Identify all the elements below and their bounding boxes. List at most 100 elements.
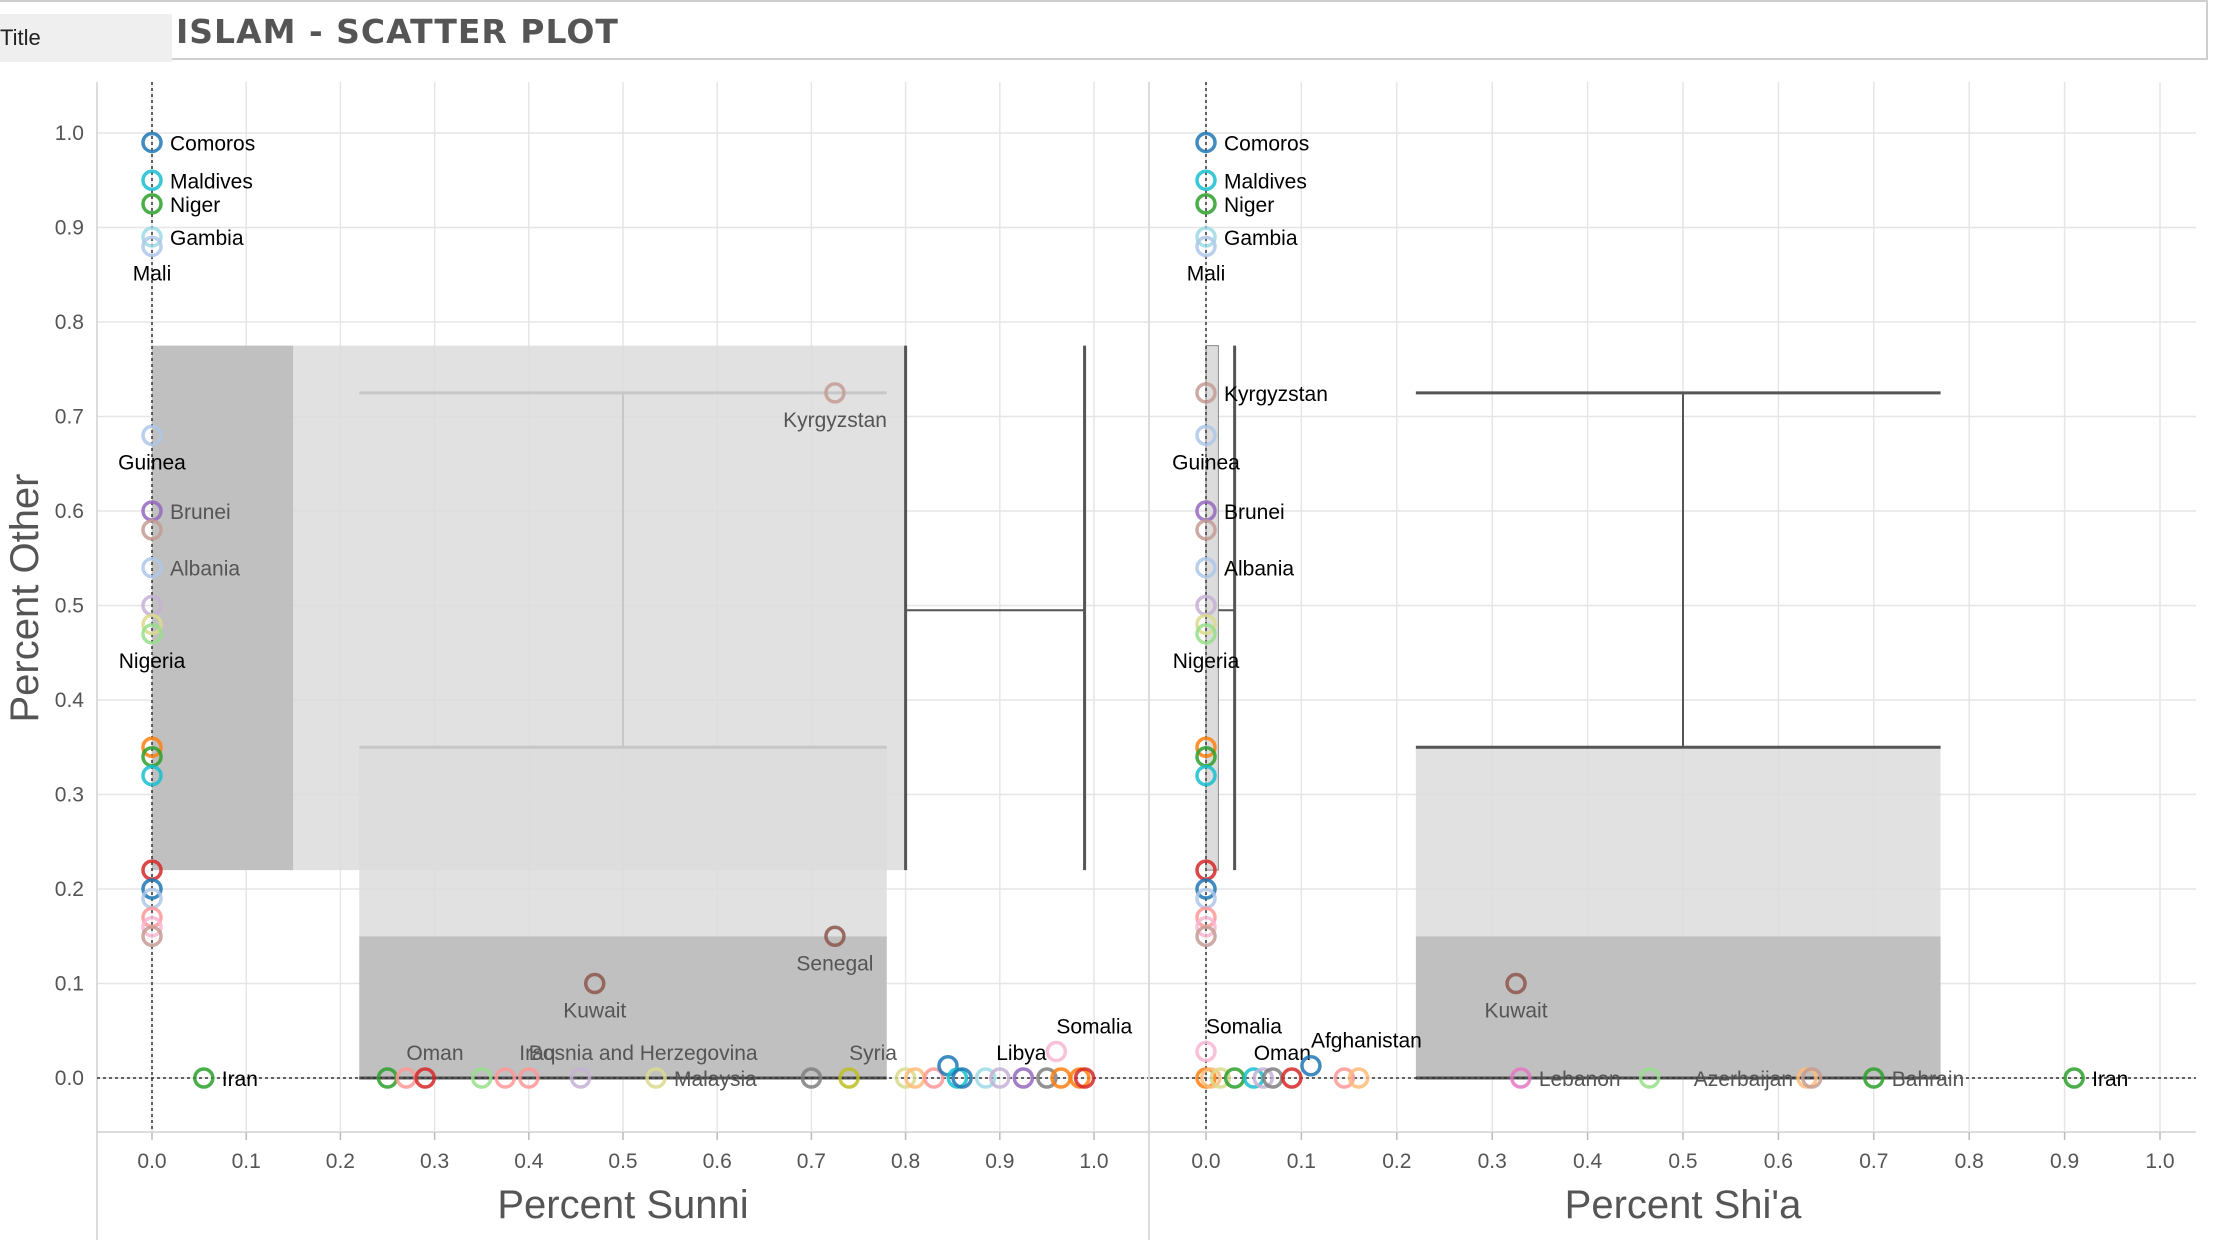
data-point bbox=[1195, 193, 1217, 215]
x-tick-label: 0.0 bbox=[1191, 1150, 1220, 1173]
data-point bbox=[1195, 131, 1217, 154]
x-tick-label: 0.5 bbox=[1668, 1150, 1697, 1173]
data-point bbox=[894, 1067, 917, 1089]
data-point bbox=[1195, 736, 1217, 758]
data-point-label: Iran bbox=[222, 1068, 258, 1091]
data-point-label: Nigeria bbox=[1173, 650, 1240, 673]
data-point bbox=[1300, 1054, 1322, 1077]
data-point-label: Azerbaijan bbox=[1694, 1068, 1793, 1091]
x-tick-label: 0.4 bbox=[514, 1150, 544, 1173]
data-point bbox=[1209, 1067, 1232, 1089]
data-point-label: Nigeria bbox=[119, 650, 186, 673]
data-point bbox=[141, 424, 163, 447]
y-tick-label: 0.8 bbox=[55, 311, 84, 334]
data-point bbox=[141, 878, 163, 900]
data-point bbox=[470, 1067, 493, 1089]
data-point bbox=[1195, 925, 1217, 947]
data-point bbox=[141, 169, 163, 191]
data-point bbox=[1012, 1067, 1035, 1089]
y-tick-label: 0.4 bbox=[55, 689, 85, 712]
data-point bbox=[1252, 1067, 1274, 1089]
data-point bbox=[569, 1067, 592, 1089]
data-point bbox=[1195, 519, 1217, 541]
title-bar: Title ISLAM - SCATTER PLOT bbox=[0, 0, 2208, 62]
data-point bbox=[1195, 556, 1217, 579]
y-tick-label: 0.6 bbox=[55, 500, 84, 523]
y-tick-label: 0.2 bbox=[55, 878, 84, 901]
data-point-label: Kyrgyzstan bbox=[783, 409, 887, 432]
x-tick-label: 0.5 bbox=[608, 1150, 637, 1173]
y-tick-label: 1.0 bbox=[55, 122, 84, 145]
data-point-label: Brunei bbox=[170, 501, 231, 524]
x-axis-label: Percent Sunni bbox=[497, 1183, 748, 1227]
y-tick-label: 0.7 bbox=[55, 406, 84, 429]
data-point-label: Gambia bbox=[170, 227, 244, 250]
data-point-label: Lebanon bbox=[1539, 1068, 1621, 1091]
data-point-label: Somalia bbox=[1056, 1016, 1132, 1039]
data-point bbox=[838, 1067, 860, 1089]
data-point bbox=[1505, 972, 1527, 995]
x-tick-label: 0.7 bbox=[797, 1150, 826, 1173]
data-point-label: Brunei bbox=[1224, 501, 1285, 524]
data-point bbox=[193, 1067, 215, 1089]
data-point-label: Comoros bbox=[1224, 132, 1309, 155]
data-point bbox=[951, 1067, 973, 1089]
data-point-label: Guinea bbox=[1172, 451, 1240, 474]
data-point bbox=[2063, 1067, 2085, 1089]
data-point bbox=[141, 916, 163, 938]
data-point bbox=[1638, 1067, 1661, 1089]
x-tick-label: 0.6 bbox=[1764, 1150, 1793, 1173]
x-tick-label: 0.3 bbox=[1478, 1150, 1507, 1173]
data-point bbox=[1045, 1040, 1068, 1063]
box-lower bbox=[152, 345, 294, 871]
x-tick-label: 0.6 bbox=[703, 1150, 732, 1173]
x-axis-label: Percent Shi'a bbox=[1565, 1183, 1802, 1227]
data-point-label: Niger bbox=[1224, 194, 1274, 217]
y-tick-label: 0.0 bbox=[55, 1067, 84, 1090]
data-point bbox=[583, 972, 606, 995]
data-point-label: Syria bbox=[849, 1042, 897, 1065]
data-point bbox=[1195, 623, 1217, 645]
data-point bbox=[141, 764, 163, 787]
data-point-label: Guinea bbox=[118, 451, 186, 474]
data-point-label: Mali bbox=[133, 262, 172, 285]
data-point bbox=[141, 226, 163, 248]
data-point bbox=[1195, 382, 1217, 404]
data-point-label: Oman bbox=[1254, 1042, 1311, 1065]
panel-2: 0.0 0.1 0.2 0.3 0.4 0.5 0.6 0.7 0.8 0.9 1.0 Percent… bbox=[1150, 82, 2196, 1227]
data-point bbox=[1195, 916, 1217, 938]
data-point bbox=[1801, 1067, 1823, 1089]
data-point-label: Iraq bbox=[519, 1042, 555, 1065]
dashboard-title: ISLAM - SCATTER PLOT bbox=[176, 12, 619, 51]
x-tick-label: 0.4 bbox=[1573, 1150, 1603, 1173]
data-point bbox=[1195, 878, 1217, 900]
x-tick-label: 0.3 bbox=[420, 1150, 449, 1173]
data-point bbox=[518, 1067, 540, 1089]
data-point-label: Kuwait bbox=[563, 1000, 626, 1023]
data-point bbox=[141, 623, 163, 645]
data-point bbox=[1195, 1040, 1217, 1063]
data-point bbox=[141, 613, 163, 636]
x-tick-label: 0.2 bbox=[326, 1150, 355, 1173]
data-point-label: Somalia bbox=[1206, 1016, 1282, 1039]
data-point-label: Maldives bbox=[1224, 170, 1307, 193]
data-point bbox=[1863, 1067, 1885, 1089]
x-tick-label: 0.7 bbox=[1859, 1150, 1888, 1173]
y-tick-label: 0.1 bbox=[55, 973, 84, 996]
data-point bbox=[989, 1067, 1011, 1089]
title-field-label: Title bbox=[0, 14, 172, 62]
data-point-label: Albania bbox=[1224, 558, 1294, 581]
data-point bbox=[141, 925, 163, 947]
x-tick-label: 1.0 bbox=[2145, 1150, 2174, 1173]
data-point bbox=[1195, 613, 1217, 636]
data-point bbox=[1195, 235, 1217, 258]
box-upper bbox=[1415, 747, 1941, 937]
y-tick-label: 0.5 bbox=[55, 595, 84, 618]
x-tick-label: 0.8 bbox=[891, 1150, 920, 1173]
box-upper bbox=[293, 345, 906, 871]
data-point-label: Albania bbox=[170, 558, 240, 581]
data-point bbox=[1195, 764, 1217, 787]
y-tick-label: 0.9 bbox=[55, 217, 84, 240]
x-tick-label: 0.1 bbox=[1287, 1150, 1316, 1173]
